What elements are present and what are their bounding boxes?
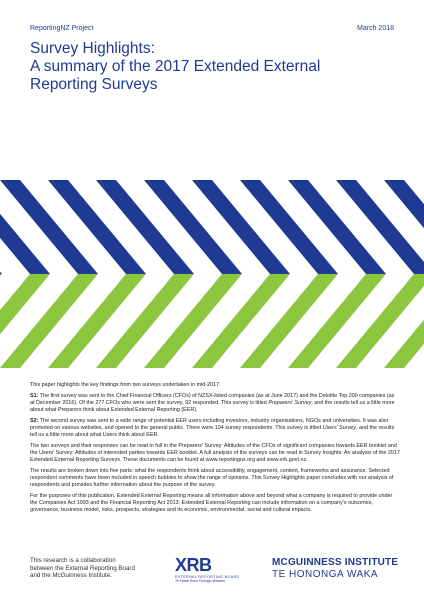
survey-2-title: Users' Survey — [322, 424, 356, 431]
title-line-3: Reporting Surveys — [30, 76, 158, 93]
documents-paragraph: The two surveys and their responses can … — [30, 442, 400, 463]
chevron-lower-stripe — [96, 274, 194, 368]
chevron-upper-stripe — [288, 180, 386, 274]
collab-line-2: between the External Reporting Board — [30, 564, 135, 572]
chevron-lower-stripe — [288, 274, 386, 368]
xrb-logo: XRB EXTERNAL REPORTING BOARD Te Kāwai Ār… — [175, 555, 255, 595]
chevron-lower-stripe — [192, 274, 290, 368]
chevron-upper-stripe — [48, 180, 146, 274]
structure-paragraph: The results are broken down into five pa… — [30, 467, 394, 488]
collaboration-note: This research is a collaboration between… — [30, 557, 135, 580]
xrb-logo-maori: Te Kāwai Ārahi Pūrongo Mōwaho — [175, 579, 226, 583]
title-line-1: Survey Highlights: — [30, 40, 155, 57]
footer: This research is a collaboration between… — [0, 555, 424, 600]
page-title: Survey Highlights: A summary of the 2017… — [30, 40, 390, 94]
chevron-lower-stripe — [0, 274, 98, 368]
chevron-upper-stripe — [144, 180, 242, 274]
survey-1-title: Preparers' Survey — [268, 399, 312, 406]
survey-1-paragraph: S1: The first survey was sent to the Chi… — [30, 393, 400, 415]
survey-2-label: S2: — [30, 417, 39, 424]
mcguinness-logo: MCGUINNESS INSTITUTE TE HONONGA WAKA — [272, 557, 402, 581]
xrb-logo-mark: XRB — [175, 555, 212, 575]
xrb-logo-name: EXTERNAL REPORTING BOARD — [175, 575, 240, 579]
intro-paragraph: This paper highlights the key findings f… — [30, 382, 221, 388]
chevron-upper-stripe — [192, 180, 290, 274]
chevron-band — [0, 180, 424, 368]
date-label: March 2018 — [357, 25, 394, 32]
definition-paragraph: For the purposes of this publication, Ex… — [30, 492, 393, 513]
top-bar: ReportingNZ Project March 2018 — [30, 25, 394, 32]
title-line-2: A summary of the 2017 Extended External — [30, 58, 321, 75]
mcguinness-logo-line-1: MCGUINNESS INSTITUTE — [272, 557, 399, 568]
project-label: ReportingNZ Project — [30, 25, 94, 32]
chevron-upper-stripe — [96, 180, 194, 274]
collab-line-1: This research is a collaboration — [30, 557, 116, 564]
chevron-lower-stripe — [144, 274, 242, 368]
survey-1-label: S1: — [30, 392, 39, 399]
collab-line-3: and the McGuinness Institute. — [30, 572, 112, 580]
chevron-lower-stripe — [240, 274, 338, 368]
survey-2-paragraph: S2: The second survey was sent to a wide… — [30, 418, 400, 440]
survey-2-text: The second survey was sent to a wide ran… — [30, 417, 389, 431]
chevron-lower-stripe — [336, 274, 424, 368]
chevron-lower-stripe — [48, 274, 146, 368]
chevron-upper-stripe — [0, 180, 98, 274]
survey-1-end: , and the results tell us a little more … — [30, 399, 395, 413]
chevron-upper-stripe — [240, 180, 338, 274]
body-text: This paper highlights the key findings f… — [30, 382, 400, 518]
mcguinness-logo-line-2: TE HONONGA WAKA — [272, 569, 379, 580]
chevron-upper-stripe — [336, 180, 424, 274]
survey-1-text: The first survey was sent to the Chief F… — [30, 392, 395, 406]
survey-2-end: , and the results tell us a little more … — [30, 424, 395, 438]
